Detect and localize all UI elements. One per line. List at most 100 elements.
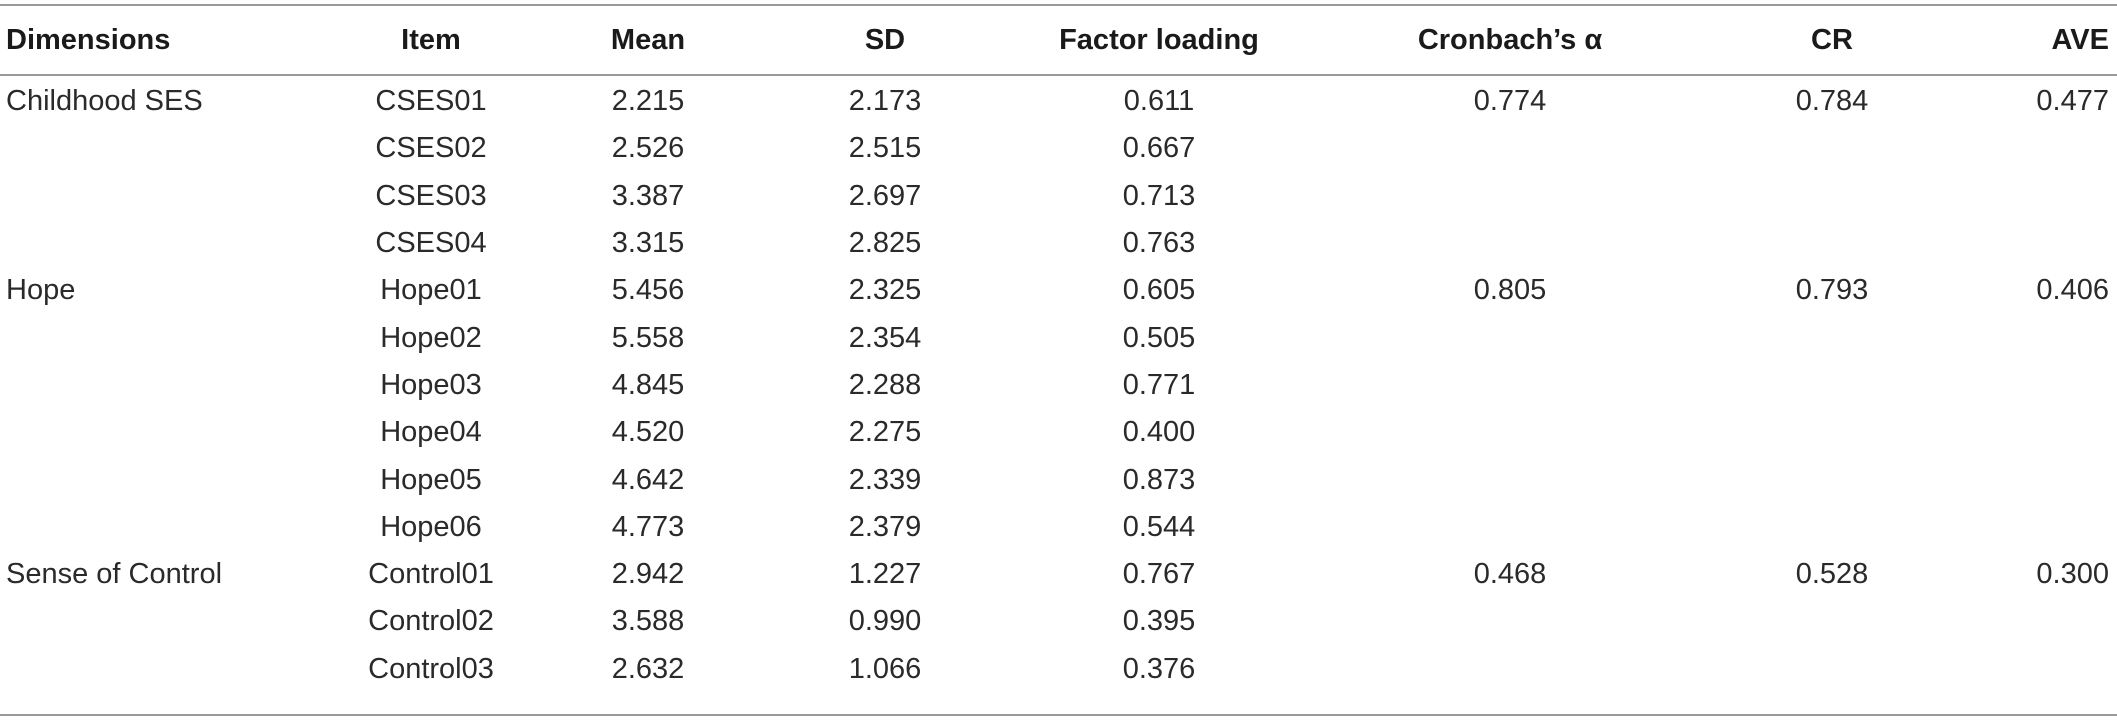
cell-ave: 0.477 [2036, 85, 2109, 118]
cell-ave [1962, 125, 2117, 172]
table-row: Hope03 4.845 2.288 0.771 [0, 362, 2117, 409]
cell-ave [1962, 598, 2117, 645]
cell-cronbach-alpha [1318, 173, 1702, 220]
cell-item: CSES01 [375, 85, 487, 118]
header-row: Dimensions Item Mean SD Factor loading C… [0, 6, 2117, 75]
cell-dimension [0, 220, 336, 267]
cell-item: CSES02 [375, 132, 487, 165]
cell-dimension [0, 173, 336, 220]
cell-ave: 0.300 [2036, 558, 2109, 591]
cell-cronbach-alpha [1318, 409, 1702, 456]
cell-dimension: Childhood SES [6, 85, 203, 118]
table-header: Dimensions Item Mean SD Factor loading C… [0, 6, 2117, 75]
cell-factor-loading: 0.767 [1122, 558, 1196, 591]
cell-cr [1702, 504, 1962, 551]
cell-cronbach-alpha [1318, 646, 1702, 693]
cell-cr: 0.528 [1795, 558, 1869, 591]
cell-item: CSES03 [375, 179, 487, 212]
cell-dimension [0, 598, 336, 645]
cell-cronbach-alpha [1318, 598, 1702, 645]
table-row: Hope05 4.642 2.339 0.873 [0, 456, 2117, 503]
cell-mean: 5.558 [611, 321, 685, 354]
cell-item: Hope01 [380, 274, 482, 307]
cell-item: Control02 [368, 605, 494, 638]
reliability-table: Dimensions Item Mean SD Factor loading C… [0, 6, 2117, 690]
table-row: CSES04 3.315 2.825 0.763 [0, 220, 2117, 267]
cell-cronbach-alpha: 0.468 [1473, 558, 1547, 591]
cell-ave [1962, 646, 2117, 693]
cell-mean: 4.642 [611, 463, 685, 496]
cell-cronbach-alpha [1318, 362, 1702, 409]
table-row: Childhood SES CSES01 2.215 2.173 0.611 0.774 0… [0, 78, 2117, 125]
cell-dimension: Sense of Control [6, 558, 223, 591]
cell-sd: 0.990 [848, 605, 922, 638]
table-bottom-rule [0, 714, 2117, 716]
cell-cr [1702, 314, 1962, 361]
header-item: Item [401, 24, 461, 56]
cell-cr: 0.784 [1795, 85, 1869, 118]
table-row: CSES02 2.526 2.515 0.667 [0, 125, 2117, 172]
cell-item: Control01 [368, 558, 494, 591]
cell-cronbach-alpha: 0.805 [1473, 274, 1547, 307]
cell-mean: 4.845 [611, 368, 685, 401]
cell-ave [1962, 362, 2117, 409]
cell-ave [1962, 456, 2117, 503]
cell-factor-loading: 0.611 [1123, 85, 1195, 118]
cell-sd: 2.275 [848, 416, 922, 449]
cell-cronbach-alpha [1318, 504, 1702, 551]
cell-sd: 2.173 [848, 85, 922, 118]
cell-sd: 2.515 [848, 132, 922, 165]
cell-mean: 4.520 [611, 416, 685, 449]
cell-mean: 2.526 [611, 132, 685, 165]
table-row: Control03 2.632 1.066 0.376 [0, 646, 2117, 693]
header-factor-loading: Factor loading [1059, 24, 1259, 56]
table-header-rule [0, 74, 2117, 76]
cell-cr [1702, 362, 1962, 409]
cell-factor-loading: 0.873 [1122, 463, 1196, 496]
cell-cr [1702, 646, 1962, 693]
cell-factor-loading: 0.713 [1122, 179, 1196, 212]
cell-item: Hope03 [380, 368, 482, 401]
cell-ave [1962, 173, 2117, 220]
cell-mean: 4.773 [611, 510, 685, 543]
cell-ave [1962, 409, 2117, 456]
cell-cronbach-alpha: 0.774 [1473, 85, 1547, 118]
cell-dimension: Hope [6, 274, 76, 307]
cell-ave: 0.406 [2036, 274, 2109, 307]
cell-ave [1962, 314, 2117, 361]
cell-item: Hope05 [380, 463, 482, 496]
cell-item: Hope02 [380, 321, 482, 354]
table-row: Control02 3.588 0.990 0.395 [0, 598, 2117, 645]
cell-factor-loading: 0.505 [1122, 321, 1196, 354]
cell-sd: 1.227 [848, 558, 922, 591]
cell-cronbach-alpha [1318, 456, 1702, 503]
cell-dimension [0, 409, 336, 456]
header-sd: SD [864, 24, 906, 56]
cell-item: Control03 [368, 652, 494, 685]
cell-sd: 2.354 [848, 321, 922, 354]
cell-mean: 3.315 [611, 227, 685, 260]
table-top-rule [0, 4, 2117, 6]
cell-sd: 2.379 [848, 510, 922, 543]
table-row: Sense of Control Control01 2.942 1.227 0.767… [0, 551, 2117, 598]
table-row: Hope02 5.558 2.354 0.505 [0, 314, 2117, 361]
cell-factor-loading: 0.544 [1122, 510, 1196, 543]
cell-factor-loading: 0.376 [1122, 652, 1196, 685]
table-row: CSES03 3.387 2.697 0.713 [0, 173, 2117, 220]
cell-factor-loading: 0.667 [1122, 132, 1196, 165]
table-row: Hope04 4.520 2.275 0.400 [0, 409, 2117, 456]
cell-cr [1702, 125, 1962, 172]
cell-cr [1702, 173, 1962, 220]
cell-factor-loading: 0.605 [1122, 274, 1196, 307]
cell-cr [1702, 409, 1962, 456]
cell-cr: 0.793 [1795, 274, 1869, 307]
cell-item: Hope04 [380, 416, 482, 449]
cell-factor-loading: 0.395 [1122, 605, 1196, 638]
header-mean: Mean [610, 24, 686, 56]
cell-sd: 2.339 [848, 463, 922, 496]
cell-cr [1702, 220, 1962, 267]
cell-ave [1962, 504, 2117, 551]
cell-cr [1702, 598, 1962, 645]
cell-dimension [0, 456, 336, 503]
